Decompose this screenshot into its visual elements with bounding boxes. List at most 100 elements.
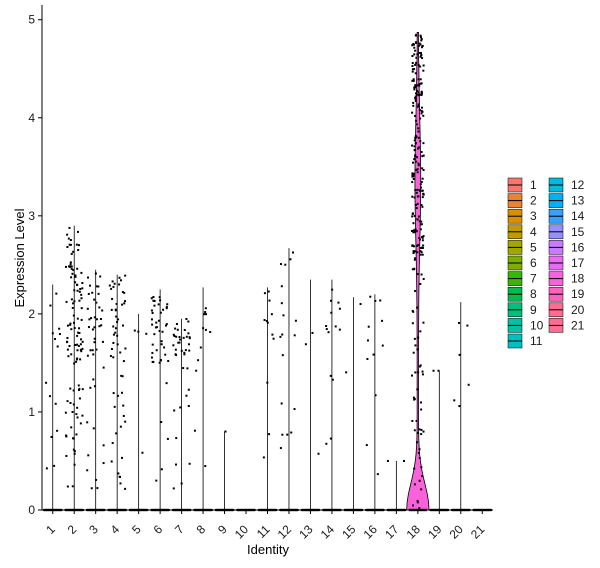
data-point: [178, 341, 181, 344]
data-point: [66, 348, 69, 351]
data-point: [205, 313, 208, 316]
data-point: [204, 311, 207, 314]
plot-area: [43, 32, 492, 512]
data-point: [94, 272, 97, 275]
data-point: [414, 72, 417, 75]
data-point: [421, 253, 424, 256]
data-point: [415, 61, 418, 64]
data-point: [412, 245, 415, 248]
data-point: [366, 339, 369, 342]
data-point: [185, 317, 188, 320]
data-point: [77, 331, 80, 334]
data-point: [418, 448, 421, 451]
data-point: [417, 451, 420, 454]
data-point: [413, 145, 416, 148]
data-point: [286, 433, 289, 436]
data-point: [411, 215, 414, 218]
data-point: [102, 366, 105, 369]
data-point: [69, 322, 72, 325]
data-point: [418, 215, 421, 218]
data-point: [413, 86, 416, 89]
data-point: [119, 425, 122, 428]
data-point: [420, 38, 423, 41]
data-point: [411, 70, 414, 73]
data-point: [167, 359, 170, 362]
data-point: [414, 189, 417, 192]
x-tick-label: 6: [151, 522, 166, 537]
data-point: [172, 344, 175, 347]
data-point: [204, 307, 207, 310]
data-point: [458, 321, 461, 324]
data-point: [116, 334, 119, 337]
data-point: [87, 454, 90, 457]
data-point: [78, 327, 81, 330]
y-tick-label: 0: [28, 503, 35, 517]
data-point: [98, 325, 101, 328]
data-point: [420, 488, 423, 491]
data-point: [419, 190, 422, 193]
data-point: [413, 214, 416, 217]
data-point: [76, 267, 79, 270]
data-point: [418, 84, 421, 87]
data-point: [113, 282, 116, 285]
data-point: [329, 374, 332, 377]
data-point: [114, 327, 117, 330]
data-point: [414, 86, 417, 89]
data-point: [419, 183, 422, 186]
data-point: [268, 299, 271, 302]
data-point: [414, 154, 417, 157]
data-point: [80, 318, 83, 321]
data-point: [76, 406, 79, 409]
data-point: [311, 331, 314, 334]
data-point: [420, 93, 423, 96]
data-point: [422, 193, 425, 196]
data-point: [102, 462, 105, 465]
data-point: [76, 349, 79, 352]
data-point: [158, 361, 161, 364]
data-point: [78, 387, 81, 390]
data-point: [289, 258, 292, 261]
data-point: [66, 324, 69, 327]
data-point: [166, 303, 169, 306]
data-point: [414, 134, 417, 137]
data-point: [77, 388, 80, 391]
data-point: [64, 411, 67, 414]
data-point: [416, 388, 419, 391]
data-point: [416, 168, 419, 171]
data-point: [155, 349, 158, 352]
data-point: [413, 88, 416, 91]
data-point: [113, 405, 116, 408]
data-point: [93, 316, 96, 319]
data-point: [411, 144, 414, 147]
data-point: [183, 328, 186, 331]
data-point: [79, 343, 82, 346]
data-point: [422, 169, 425, 172]
data-point: [86, 307, 89, 310]
data-point: [282, 314, 285, 317]
data-point: [159, 359, 162, 362]
legend-label: 21: [571, 318, 585, 332]
data-point: [416, 432, 419, 435]
data-point: [75, 243, 78, 246]
data-point: [420, 220, 423, 223]
data-point: [419, 55, 422, 58]
data-point: [184, 349, 187, 352]
data-point: [411, 79, 414, 82]
data-point: [411, 212, 414, 215]
data-point: [410, 374, 413, 377]
data-point: [72, 314, 75, 317]
data-point: [58, 333, 61, 336]
data-point: [414, 228, 417, 231]
data-point: [55, 292, 58, 295]
data-point: [183, 353, 186, 356]
data-point: [263, 292, 266, 295]
data-point: [412, 229, 415, 232]
data-point: [411, 54, 414, 57]
x-tick-label: 1: [43, 522, 58, 537]
data-point: [415, 441, 418, 444]
data-point: [416, 188, 419, 191]
data-point: [73, 327, 76, 330]
legend-label: 1: [530, 178, 537, 192]
data-point: [267, 290, 270, 293]
data-point: [117, 318, 120, 321]
